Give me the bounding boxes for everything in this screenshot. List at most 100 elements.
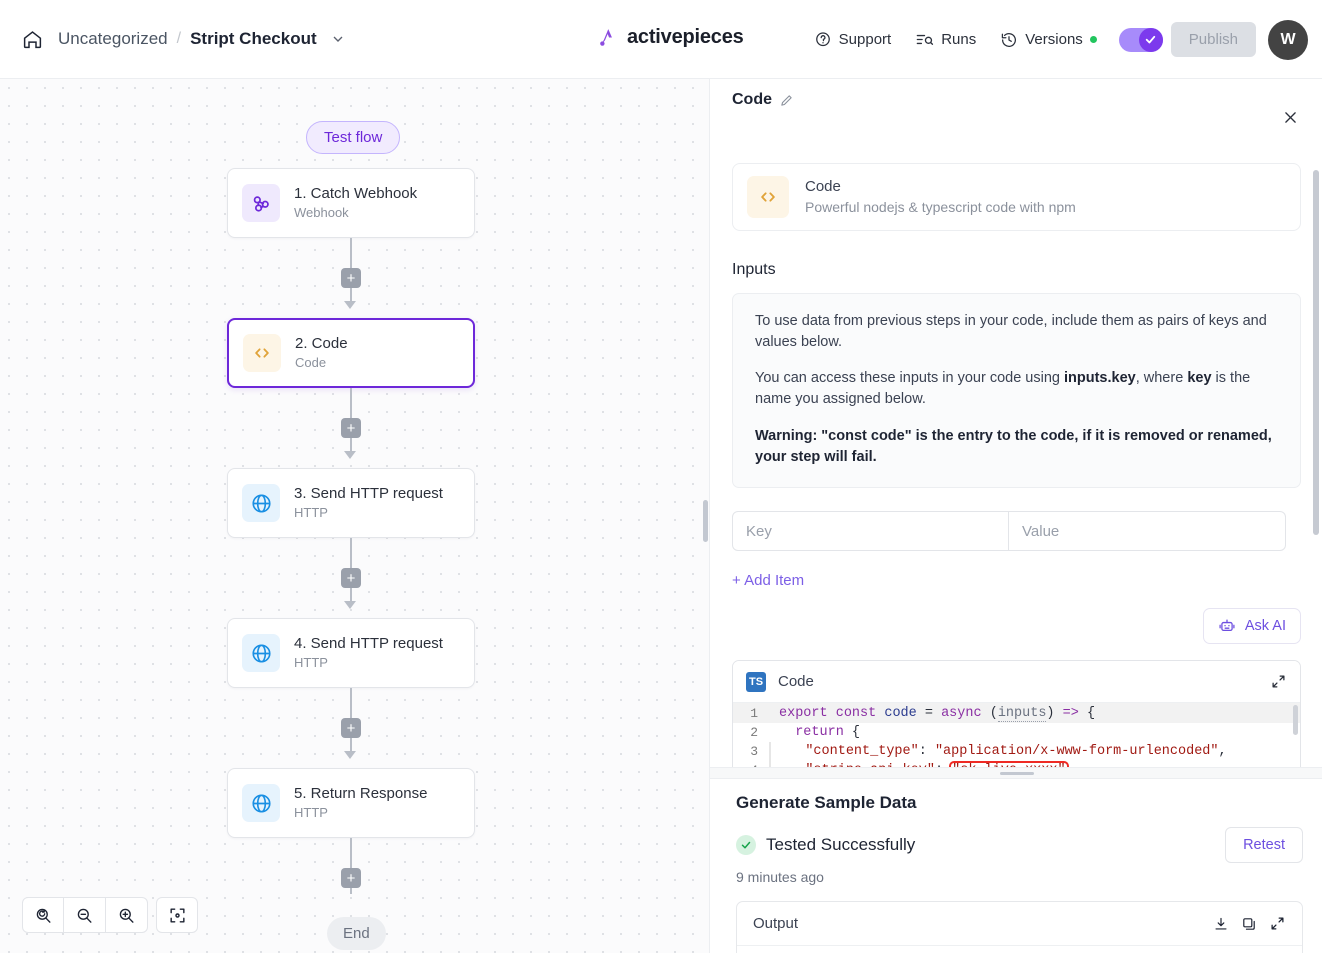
reset-zoom-button[interactable] [22, 897, 64, 933]
flow-node-4-send-http-request[interactable]: 4. Send HTTP request HTTP [227, 618, 475, 688]
check-icon [1146, 35, 1156, 44]
zoom-in-button[interactable] [106, 897, 148, 933]
test-status-row: Tested Successfully Retest [736, 827, 1309, 863]
node-subtitle: Webhook [294, 205, 349, 221]
home-button[interactable] [12, 19, 52, 59]
support-label: Support [838, 31, 892, 48]
fit-to-screen-button[interactable] [156, 897, 198, 933]
panel-body[interactable]: Code Powerful nodejs & typescript code w… [710, 127, 1322, 767]
add-step-button-5[interactable]: + [341, 868, 361, 888]
help-circle-icon [815, 31, 830, 46]
node-text: 4. Send HTTP request HTTP [294, 634, 443, 672]
robot-icon [1219, 619, 1235, 632]
rename-step-button[interactable] [779, 93, 794, 108]
user-avatar[interactable]: W [1268, 19, 1308, 60]
flow-enabled-toggle[interactable] [1118, 27, 1163, 52]
webhook-icon [253, 196, 269, 212]
ask-ai-row: Ask AI [732, 608, 1301, 645]
code-line-text: "stripe_api_key": "sk_live_xxxx" [771, 761, 1069, 767]
code-vertical-scrollbar[interactable] [1293, 705, 1298, 736]
flow-node-5-return-response[interactable]: 5. Return Response HTTP [227, 768, 475, 838]
piece-name: Code [805, 178, 841, 196]
info-p2-part-a: You can access these inputs in your code… [755, 370, 1064, 387]
breadcrumb: Uncategorized / Stript Checkout [58, 29, 346, 49]
output-header: Output [737, 902, 1302, 946]
code-editor-area[interactable]: 1 export const code = async (inputs) => … [733, 703, 1300, 767]
code-icon [255, 348, 269, 358]
add-item-link[interactable]: + Add Item [732, 572, 805, 590]
code-line-text: return { [795, 724, 861, 740]
flow-node-3-send-http-request[interactable]: 3. Send HTTP request HTTP [227, 468, 475, 538]
node-title: 3. Send HTTP request [294, 484, 443, 502]
output-card: Output [736, 901, 1303, 953]
connector-line [350, 838, 352, 894]
breadcrumb-flow-name[interactable]: Stript Checkout [190, 29, 317, 48]
check-icon [741, 841, 751, 849]
code-line-3: 3 "content_type": "application/x-www-for… [733, 742, 1300, 762]
add-step-button-1[interactable]: + [341, 268, 361, 288]
add-step-button-4[interactable]: + [341, 718, 361, 738]
piece-info-card[interactable]: Code Powerful nodejs & typescript code w… [732, 163, 1301, 231]
node-text: 2. Code Code [295, 334, 348, 372]
node-title: 1. Catch Webhook [294, 184, 418, 202]
globe-icon [251, 793, 271, 813]
code-expand-button[interactable] [1270, 673, 1287, 690]
inputs-section-label: Inputs [732, 261, 776, 278]
connector-arrow [344, 601, 356, 609]
versions-status-dot [1089, 36, 1097, 43]
node-icon-wrapper [243, 334, 281, 372]
publish-button[interactable]: Publish [1170, 22, 1256, 57]
test-flow-button[interactable]: Test flow [306, 121, 401, 154]
flow-end-marker: End [327, 917, 386, 950]
ask-ai-label: Ask AI [1244, 618, 1286, 635]
zoom-out-button[interactable] [64, 897, 106, 933]
panel-resize-handle[interactable] [703, 500, 708, 542]
add-step-button-2[interactable]: + [341, 418, 361, 438]
versions-button[interactable]: Versions [988, 23, 1109, 57]
code-editor-card: TS Code 1 export const code = async (inp… [732, 660, 1301, 767]
info-paragraph-2: You can access these inputs in your code… [755, 368, 1278, 409]
panel-vertical-scrollbar[interactable] [1313, 170, 1319, 535]
focus-frame-icon [169, 907, 185, 923]
ask-ai-button[interactable]: Ask AI [1202, 608, 1301, 645]
input-value-field[interactable] [1009, 511, 1286, 552]
typescript-badge: TS [746, 671, 766, 692]
flow-node-1-catch-webhook[interactable]: 1. Catch Webhook Webhook [227, 168, 475, 238]
panel-section-divider[interactable] [710, 767, 1322, 779]
activepieces-logo-icon [600, 29, 612, 46]
check-circle-icon [736, 835, 756, 855]
support-button[interactable]: Support [802, 23, 904, 57]
connector-arrow [344, 451, 356, 459]
chevron-down-icon [333, 36, 343, 42]
node-subtitle: Code [295, 355, 327, 371]
download-output-button[interactable] [1213, 916, 1229, 932]
info-p2-part-e: is the name you assigned below. [755, 370, 1251, 408]
flow-node-2-code[interactable]: 2. Code Code [227, 318, 475, 388]
copy-output-button[interactable] [1241, 916, 1257, 932]
globe-icon [251, 493, 271, 513]
close-icon [1284, 111, 1296, 123]
output-actions [1213, 915, 1286, 932]
code-line-1: 1 export const code = async (inputs) => … [733, 703, 1300, 723]
retest-button[interactable]: Retest [1225, 827, 1303, 863]
runs-button[interactable]: Runs [903, 22, 988, 57]
runs-label: Runs [941, 31, 977, 48]
add-step-button-3[interactable]: + [341, 568, 361, 588]
breadcrumb-folder[interactable]: Uncategorized [58, 29, 168, 48]
input-key-field[interactable] [732, 511, 1009, 552]
line-number: 1 [750, 705, 758, 721]
expand-output-button[interactable] [1269, 915, 1286, 932]
test-status-label: Tested Successfully [766, 835, 916, 854]
flow-menu-button[interactable] [330, 31, 346, 47]
sample-data-title: Generate Sample Data [736, 793, 917, 812]
magnifier-minus-icon [77, 908, 92, 923]
line-number: 3 [750, 744, 758, 760]
node-subtitle: HTTP [294, 505, 328, 521]
expand-icon [1272, 675, 1285, 688]
toggle-knob [1138, 27, 1163, 52]
flow-canvas[interactable]: Test flow 1. Catch Webhook Webhook + [0, 79, 709, 953]
info-p2-code-key: key [1187, 370, 1212, 387]
output-tree[interactable]: object {2} [737, 946, 1302, 953]
close-panel-button[interactable] [1278, 105, 1302, 129]
inputs-info-box: To use data from previous steps in your … [732, 293, 1301, 489]
